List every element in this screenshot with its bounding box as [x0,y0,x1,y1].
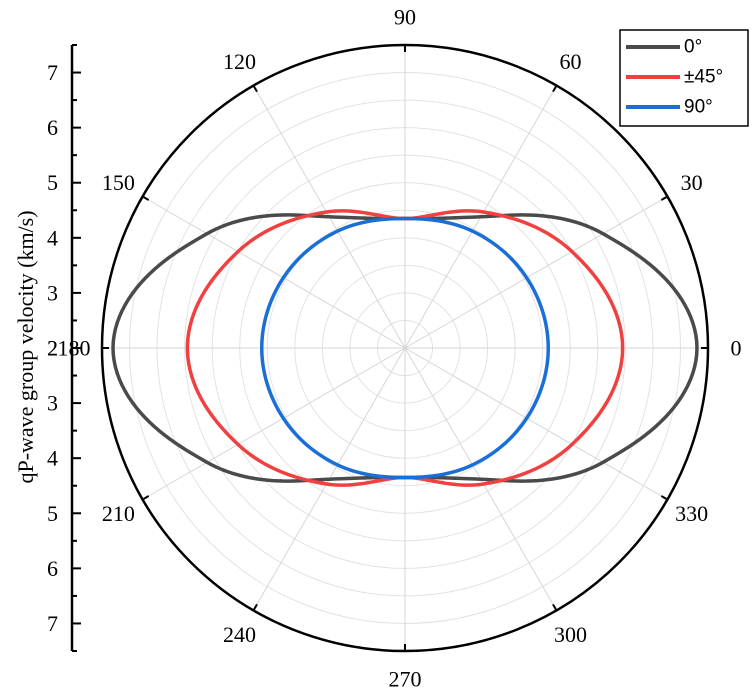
radial-tick-label: 7 [47,611,58,636]
angle-tick-label: 240 [223,622,256,647]
angle-tick-mark [142,195,150,201]
radial-tick-label: 4 [47,446,58,471]
angle-tick-mark [252,85,258,93]
radial-axis-lower: 2 3 4 5 6 7 [47,336,81,652]
legend-label: 90° [684,97,713,118]
radial-tick-label: 7 [47,60,58,85]
radial-tick-label: 3 [47,391,58,416]
grid-spoke [142,347,406,500]
radial-tick-label: 4 [47,225,58,250]
radial-axis-title: qP-wave group velocity (km/s) [13,210,38,483]
angle-tick-mark [660,195,668,201]
radial-tick-label: 6 [47,556,58,581]
radial-tick-label: 2 [47,336,58,361]
series-line [260,216,550,480]
grid-spoke [404,347,668,500]
radial-tick-label: 3 [47,280,58,305]
radial-tick-label: 5 [47,170,58,195]
angle-tick-label: 300 [554,622,587,647]
radial-tick-label: 2 [47,336,58,361]
series-line [111,213,699,483]
angle-tick-mark [252,603,258,611]
angle-tick-mark [660,495,668,501]
radial-tick-label: 5 [47,501,58,526]
angle-tick-label: 120 [223,49,256,74]
series-line [185,209,625,487]
angle-tick-mark [142,495,150,501]
radial-axis-upper: 2 3 4 5 6 7 [47,44,81,361]
angle-tick-label: 0 [731,336,742,361]
angle-tick-label: 30 [681,170,703,195]
radial-tick-label: 6 [47,115,58,140]
angle-tick-label: 150 [102,170,135,195]
angle-tick-label: 270 [389,667,422,692]
angle-tick-label: 60 [560,49,582,74]
grid-spoke [142,196,406,349]
polar-grid [102,45,708,651]
angle-tick-mark [552,603,558,611]
angle-tick-label: 90 [394,5,416,30]
legend: 0° ±45° 90° [619,29,749,127]
series-curves [111,209,699,487]
angle-tick-label: 210 [102,501,135,526]
legend-label: 0° [684,37,702,58]
grid-spoke [404,196,668,349]
angle-tick-mark [552,85,558,93]
angle-tick-label: 330 [675,501,708,526]
legend-label: ±45° [684,67,723,88]
